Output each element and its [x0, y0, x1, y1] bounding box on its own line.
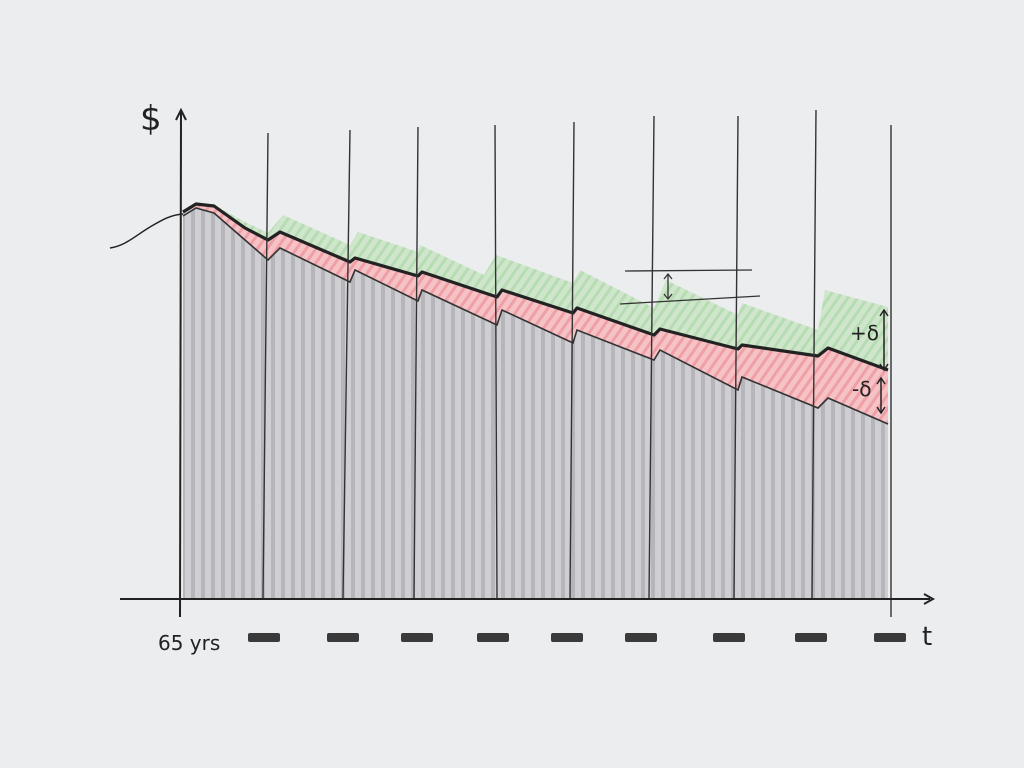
period-marker: [795, 633, 827, 642]
period-marker: [874, 633, 906, 642]
period-gridlines: [262, 109, 892, 617]
lower-band-area: [183, 204, 888, 424]
period-marker: [551, 633, 583, 642]
gridline: [494, 124, 498, 599]
start-age-label: 65 yrs: [158, 631, 220, 655]
band-width-annotation: [619, 269, 761, 305]
upper-band-area: [183, 203, 888, 370]
period-marker: [713, 633, 745, 642]
period-marker: [248, 633, 280, 642]
period-marker: [625, 633, 657, 642]
pre-retirement-curve: [109, 213, 184, 249]
plus-delta-label: +δ: [850, 321, 879, 345]
gridline: [342, 129, 351, 599]
y-axis: [179, 111, 182, 618]
wealth-path: [182, 202, 889, 372]
period-markers: [248, 633, 906, 642]
delta-arrows: [876, 308, 889, 415]
x-axis-arrow: [923, 593, 936, 605]
gridline: [811, 109, 817, 599]
gridline: [262, 132, 269, 599]
balance-area: [183, 204, 888, 598]
gridline: [733, 115, 739, 599]
x-axis: [119, 597, 931, 601]
y-axis-arrow: [175, 107, 187, 121]
axes: [119, 107, 936, 618]
period-marker: [327, 633, 359, 642]
lower-path: [182, 207, 889, 425]
period-marker: [477, 633, 509, 642]
period-marker: [401, 633, 433, 642]
gridline: [648, 115, 655, 599]
y-axis-label: $: [140, 99, 162, 139]
gridline: [569, 121, 575, 599]
x-axis-label: t: [922, 622, 932, 652]
gridline: [413, 126, 419, 599]
minus-delta-label: -δ: [852, 377, 871, 401]
